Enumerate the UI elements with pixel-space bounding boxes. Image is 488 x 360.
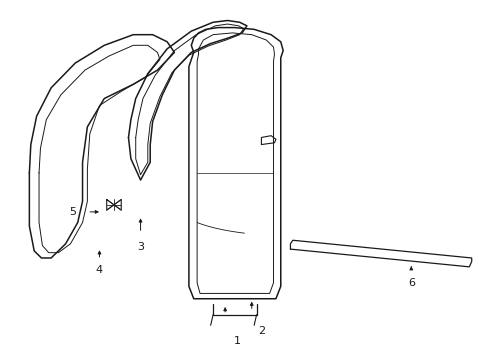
Text: 3: 3: [137, 242, 144, 252]
Text: 6: 6: [407, 278, 414, 288]
Text: 2: 2: [257, 326, 264, 336]
Text: 5: 5: [69, 207, 76, 217]
Text: 1: 1: [233, 336, 240, 346]
Text: 4: 4: [96, 265, 103, 275]
